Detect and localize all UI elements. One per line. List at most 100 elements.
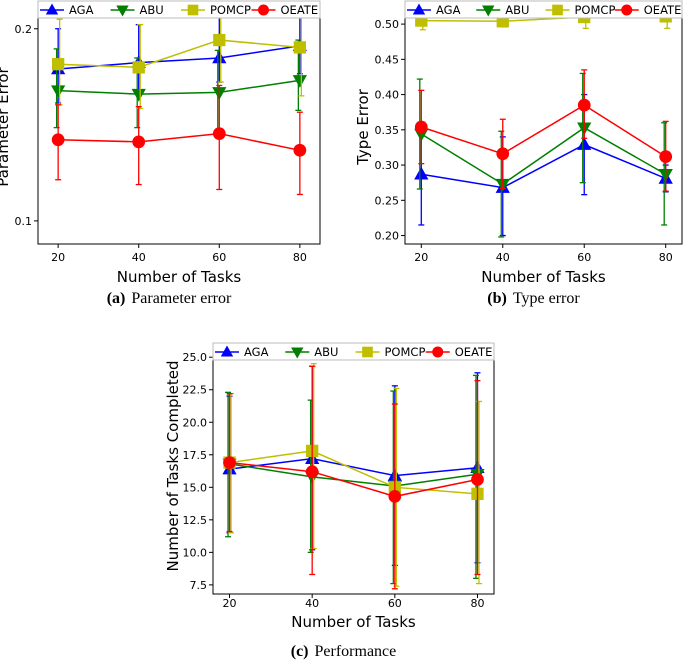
y-tick-label: 0.35 xyxy=(375,124,400,137)
caption: (a) Parameter error xyxy=(107,290,232,307)
y-tick-label: 22.5 xyxy=(183,384,208,397)
legend-label: OEATE xyxy=(644,3,682,17)
chart-panel-c: 20 40 60 807.510.012.515.017.520.022.525.0N… xyxy=(164,342,495,660)
y-tick-label: 0.1 xyxy=(15,215,33,228)
series-abu xyxy=(222,374,485,585)
plot-area xyxy=(222,363,485,590)
series-pomcp xyxy=(223,363,484,587)
series-line xyxy=(58,132,301,152)
legend-label: ABU xyxy=(314,345,338,359)
x-tick-label: 20 xyxy=(223,597,237,610)
x-tick-label: 80 xyxy=(659,251,673,264)
series-aga xyxy=(414,93,673,237)
y-axis-label: Parameter Error xyxy=(0,66,12,186)
series-line xyxy=(229,463,478,487)
legend-box xyxy=(404,0,683,19)
data-point xyxy=(51,133,65,147)
data-point xyxy=(131,88,146,102)
legend-label: ABU xyxy=(140,3,164,17)
caption-letter: (b) xyxy=(487,290,507,307)
series-oeate xyxy=(414,69,673,192)
x-tick-label: 60 xyxy=(388,597,402,610)
legend-label: POMCP xyxy=(385,345,426,359)
legend-label: AGA xyxy=(69,3,94,17)
legend-marker xyxy=(257,4,270,16)
series-oeate xyxy=(51,84,307,196)
data-point xyxy=(471,473,484,486)
legend-box xyxy=(212,342,495,361)
x-tick-label: 60 xyxy=(577,251,591,264)
series-line xyxy=(420,126,667,185)
legend-label: AGA xyxy=(244,345,269,359)
data-point xyxy=(414,120,428,134)
data-point xyxy=(659,150,673,163)
series-aga xyxy=(51,10,307,104)
caption-text: Parameter error xyxy=(131,290,232,307)
y-tick-label: 0.20 xyxy=(375,230,400,243)
legend: AGA ABU POMCP OEATE xyxy=(404,0,683,19)
series-line xyxy=(229,457,478,477)
x-tick-label: 20 xyxy=(51,251,65,264)
legend-marker xyxy=(552,4,563,16)
legend-marker xyxy=(220,345,234,357)
x-tick-label: 40 xyxy=(496,251,510,264)
data-point xyxy=(132,61,145,74)
legend: AGA ABU POMCP OEATE xyxy=(37,0,321,19)
y-tick-label: 20.0 xyxy=(183,416,208,429)
series-abu xyxy=(414,72,673,238)
legend-marker xyxy=(482,5,495,17)
caption: (c) Performance xyxy=(291,643,397,660)
plot-frame xyxy=(404,9,683,245)
data-point xyxy=(577,137,592,150)
legend-marker xyxy=(291,347,304,359)
data-point xyxy=(212,50,227,64)
caption: (b) Type error xyxy=(487,290,580,307)
x-axis-label: Number of Tasks xyxy=(117,268,242,286)
plot-frame xyxy=(212,351,495,595)
y-tick-label: 12.5 xyxy=(183,514,208,527)
data-point xyxy=(496,147,510,161)
legend-label: AGA xyxy=(436,3,461,17)
y-tick-label: 0.45 xyxy=(375,53,400,66)
data-point xyxy=(213,33,226,47)
y-tick-label: 0.2 xyxy=(15,23,33,36)
x-tick-label: 60 xyxy=(212,251,226,264)
y-tick-label: 7.5 xyxy=(190,579,208,592)
y-axis-label: Type Error xyxy=(354,88,372,166)
x-tick-label: 80 xyxy=(293,251,307,264)
y-tick-label: 10.0 xyxy=(183,546,208,559)
legend-box xyxy=(37,0,321,19)
data-point xyxy=(51,58,65,71)
data-point xyxy=(293,143,307,157)
data-point xyxy=(388,490,402,503)
legend-marker xyxy=(362,346,373,358)
chart-panel-a: 20 40 60 80 0.1 0.2 Number of Tasks Parameter E… xyxy=(0,0,321,307)
series-pomcp xyxy=(51,10,307,110)
x-tick-label: 20 xyxy=(414,251,428,264)
y-tick-label: 17.5 xyxy=(183,449,208,462)
x-tick-label: 40 xyxy=(132,251,146,264)
x-axis-label: Number of Tasks xyxy=(291,613,416,631)
legend-marker xyxy=(187,4,199,16)
series-line xyxy=(58,79,300,95)
chart-panel-b: 20 40 60 80 0.20 0.25 0.30 0.35 0.40 0.45 0.50 Numb… xyxy=(354,0,683,307)
y-tick-label: 0.40 xyxy=(375,89,400,102)
legend-marker xyxy=(412,3,426,15)
caption-letter: (c) xyxy=(291,643,309,660)
data-point xyxy=(292,75,307,88)
caption-text: Performance xyxy=(315,643,397,660)
data-point xyxy=(293,41,307,54)
y-axis-label: Number of Tasks Completed xyxy=(164,360,182,571)
data-point xyxy=(51,85,66,99)
y-tick-label: 25.0 xyxy=(183,351,208,364)
legend-marker xyxy=(45,3,59,15)
data-point xyxy=(212,127,226,141)
data-point xyxy=(305,465,319,479)
data-point xyxy=(577,98,591,112)
legend-label: POMCP xyxy=(210,3,251,17)
plot-area xyxy=(414,10,673,238)
plot-area xyxy=(51,10,307,196)
legend-marker xyxy=(621,4,633,16)
x-tick-label: 80 xyxy=(470,597,484,610)
legend-marker xyxy=(116,5,129,17)
